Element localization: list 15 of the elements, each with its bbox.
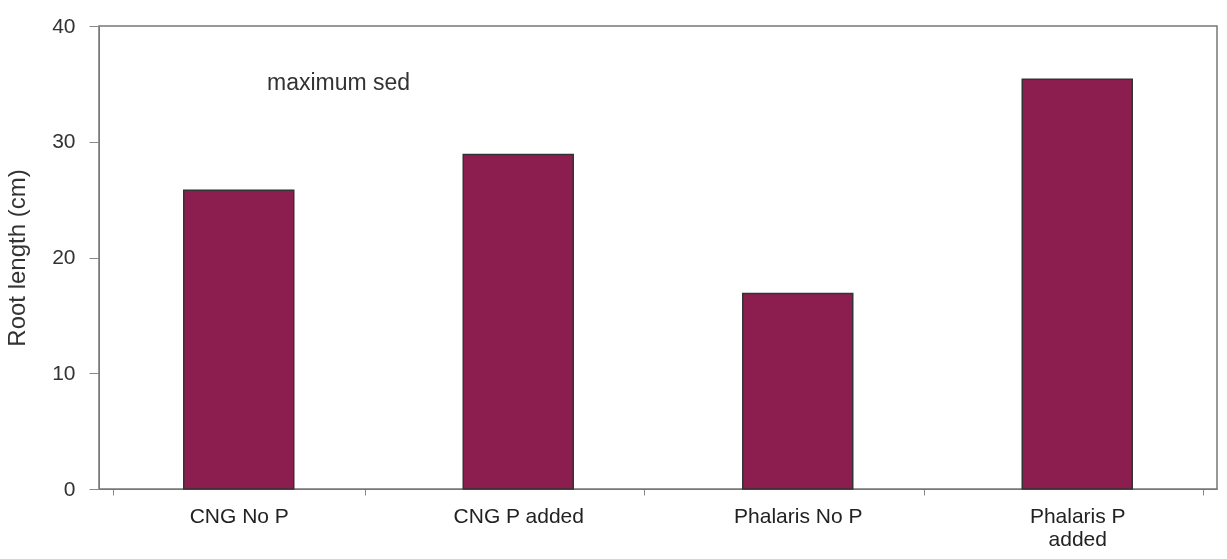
annotation: maximum sed — [267, 69, 411, 95]
y-tick-label: 10 — [52, 360, 76, 384]
x-tick-label: CNG No P — [189, 503, 289, 527]
y-tick-label: 20 — [52, 245, 76, 268]
x-tick-label: Phalaris No P — [734, 503, 863, 527]
x-tick-label: Phalaris P added — [1029, 503, 1126, 550]
y-tick-label: 30 — [52, 129, 76, 153]
bar — [1021, 78, 1133, 490]
y-tick-label: 0 — [63, 476, 76, 500]
bar — [742, 292, 854, 490]
bar — [183, 189, 295, 490]
bar — [462, 153, 574, 490]
y-axis-title: Root length (cm) — [3, 169, 31, 347]
x-tick-label: CNG P added — [453, 503, 584, 527]
y-tick-label: 40 — [52, 13, 76, 37]
